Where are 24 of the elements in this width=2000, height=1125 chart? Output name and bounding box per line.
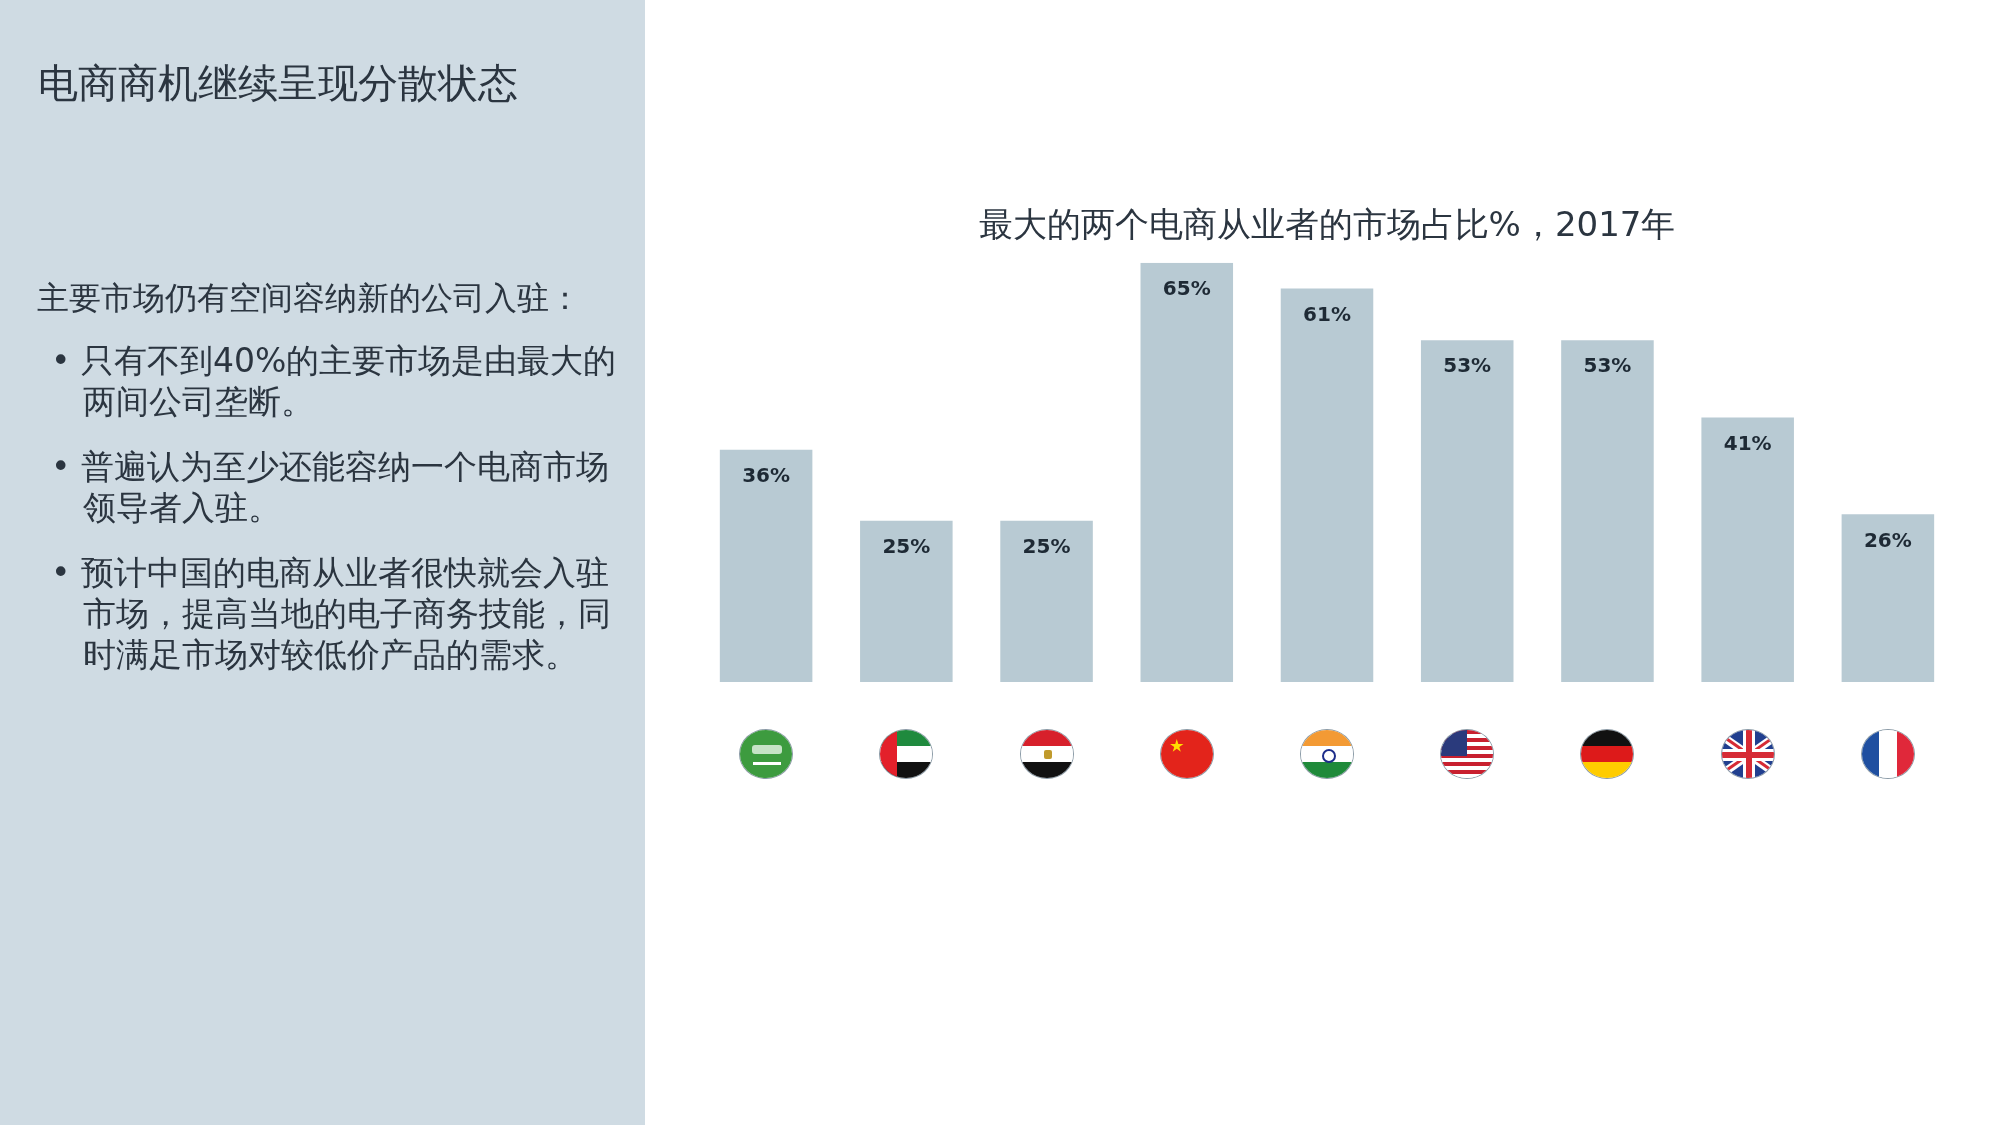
bar — [1420, 340, 1514, 682]
bar — [1280, 288, 1374, 682]
text: • 预计中国的电商从业者很快就会入驻市场，提高当地的电子商务技能，同时满足市场对较低价产品的需求。 — [50, 552, 612, 675]
bar — [1000, 520, 1093, 682]
chart-title: 最大的两个电商从业者的市场占比%，2017年 — [978, 204, 1676, 245]
bar — [1701, 417, 1794, 682]
data-label: 61% — [1303, 301, 1351, 326]
bar — [1841, 514, 1935, 682]
bar — [1140, 262, 1234, 682]
data-label: 25% — [1022, 533, 1071, 558]
data-label: 26% — [1863, 527, 1912, 552]
data-label: 53% — [1443, 353, 1492, 378]
data-label: 65% — [1162, 276, 1211, 300]
data-label: 36% — [742, 463, 791, 488]
text: • 普遍认为至少还能容纳一个电商市场领导者入驻。 — [50, 446, 610, 528]
bar — [719, 449, 813, 682]
bar — [860, 520, 953, 682]
text: • 只有不到40%的主要市场是由最大的两间公司垄断。 — [50, 340, 618, 422]
data-label: 53% — [1583, 353, 1632, 378]
data-label: 25% — [882, 533, 931, 558]
text: 主要市场仍有空间容纳新的公司入驻： — [37, 278, 581, 319]
text: 电商商机继续呈现分散状态 — [38, 59, 518, 108]
bar — [1561, 340, 1654, 682]
data-label: 41% — [1723, 430, 1772, 455]
